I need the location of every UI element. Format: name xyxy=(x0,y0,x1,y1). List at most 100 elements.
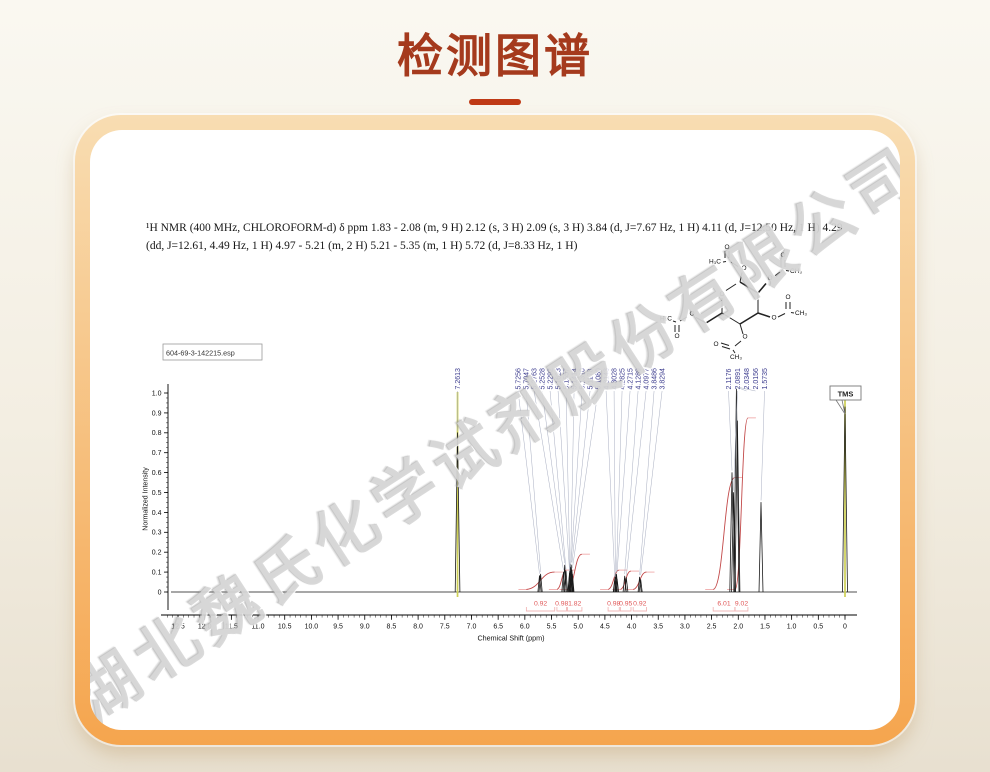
svg-text:0: 0 xyxy=(843,624,847,631)
svg-text:3.8486: 3.8486 xyxy=(651,368,658,390)
atom-label: O xyxy=(674,333,679,340)
atom-label: O xyxy=(724,244,729,251)
svg-text:2.1176: 2.1176 xyxy=(726,369,733,390)
svg-text:0.7: 0.7 xyxy=(152,450,162,457)
molecule-structure: O O O H₃C O O CH₃ O O CH₃ O O CH₃ O O H₃… xyxy=(660,244,807,361)
page-title: 检测图谱 xyxy=(397,30,593,82)
svg-text:0.4: 0.4 xyxy=(152,510,162,517)
atom-label: O xyxy=(713,341,718,348)
svg-text:12.5: 12.5 xyxy=(171,624,185,631)
esp-filename-box: 604-69-3-142215.esp xyxy=(162,343,263,361)
svg-text:0.92: 0.92 xyxy=(534,601,547,608)
svg-text:4.0: 4.0 xyxy=(627,624,637,631)
svg-text:7.0: 7.0 xyxy=(467,624,477,631)
svg-text:5.1557: 5.1557 xyxy=(563,368,570,390)
svg-text:1.0: 1.0 xyxy=(787,624,797,631)
svg-text:6.5: 6.5 xyxy=(493,624,503,631)
svg-text:2.0156: 2.0156 xyxy=(753,368,760,390)
svg-text:4.5: 4.5 xyxy=(600,624,610,631)
svg-text:2.5: 2.5 xyxy=(707,624,717,631)
svg-text:0.9: 0.9 xyxy=(152,410,162,417)
svg-text:1.5: 1.5 xyxy=(760,624,770,631)
svg-text:10.5: 10.5 xyxy=(278,624,292,631)
svg-text:5.1414: 5.1414 xyxy=(571,368,578,390)
svg-text:0.3: 0.3 xyxy=(152,530,162,537)
svg-text:0.95: 0.95 xyxy=(619,601,632,608)
svg-text:8.0: 8.0 xyxy=(413,624,423,631)
svg-text:4.2825: 4.2825 xyxy=(619,368,626,390)
atom-label: O xyxy=(741,265,746,272)
svg-text:1.5735: 1.5735 xyxy=(762,368,769,390)
atom-label: O xyxy=(767,275,772,282)
svg-text:4.3028: 4.3028 xyxy=(611,368,618,390)
svg-text:9.0: 9.0 xyxy=(360,624,370,631)
svg-text:3.8294: 3.8294 xyxy=(659,368,666,390)
page-header: 检测图谱 xyxy=(0,0,990,105)
svg-text:3.0: 3.0 xyxy=(680,624,690,631)
svg-text:0.92: 0.92 xyxy=(633,601,646,608)
svg-text:0.5: 0.5 xyxy=(813,624,823,631)
svg-text:5.1178: 5.1178 xyxy=(587,369,594,390)
reference-lines xyxy=(456,392,846,597)
spectrum-card: ¹H NMR (400 MHz, CHLOROFORM-d) δ ppm 1.8… xyxy=(75,115,915,745)
atom-label: O xyxy=(785,294,790,301)
svg-text:0.2: 0.2 xyxy=(152,550,162,557)
atom-label: O xyxy=(742,334,747,341)
integral-curves xyxy=(518,417,756,590)
svg-text:7.2613: 7.2613 xyxy=(455,368,462,390)
svg-text:4.0977: 4.0977 xyxy=(643,368,650,390)
svg-text:4.1289: 4.1289 xyxy=(635,368,642,390)
svg-text:9.5: 9.5 xyxy=(333,624,343,631)
atom-label: CH₃ xyxy=(790,268,802,275)
svg-text:12.0: 12.0 xyxy=(198,624,212,631)
atom-label: H₃C xyxy=(660,316,672,323)
svg-text:0.98: 0.98 xyxy=(555,601,568,608)
svg-text:5.2528: 5.2528 xyxy=(539,368,546,390)
svg-text:3.5: 3.5 xyxy=(653,624,663,631)
svg-text:6.0: 6.0 xyxy=(520,624,530,631)
svg-text:4.2715: 4.2715 xyxy=(627,368,634,390)
svg-text:0.6: 0.6 xyxy=(152,470,162,477)
svg-text:4.3143: 4.3143 xyxy=(603,368,610,390)
svg-text:7.5: 7.5 xyxy=(440,624,450,631)
svg-text:11.0: 11.0 xyxy=(251,624,264,631)
svg-text:8.5: 8.5 xyxy=(387,624,397,631)
atom-label: O xyxy=(689,311,694,318)
svg-text:5.1080: 5.1080 xyxy=(595,368,602,390)
molecule-atom-labels: O O O H₃C O O CH₃ O O CH₃ O O CH₃ O O H₃… xyxy=(660,244,807,361)
svg-text:0.1: 0.1 xyxy=(152,570,162,577)
integral-brackets: 0.92 0.98 1.82 0.980.95 0.92 6.01 9.02 xyxy=(525,601,749,612)
svg-text:0.98: 0.98 xyxy=(607,601,620,608)
atom-label: CH₃ xyxy=(730,354,742,361)
svg-text:2.0891: 2.0891 xyxy=(735,368,742,390)
atom-label: O xyxy=(771,315,776,322)
svg-text:TMS: TMS xyxy=(838,390,854,399)
atom-label: O xyxy=(719,291,724,298)
svg-text:5.0: 5.0 xyxy=(573,624,583,631)
title-divider xyxy=(469,99,521,105)
nmr-assignment-text: ¹H NMR (400 MHz, CHLOROFORM-d) δ ppm 1.8… xyxy=(146,222,843,252)
svg-text:5.2292: 5.2292 xyxy=(547,368,554,390)
svg-text:2.0: 2.0 xyxy=(733,624,743,631)
svg-text:5.1623: 5.1623 xyxy=(555,368,562,390)
y-axis: 1.0 0.9 0.8 0.7 0.6 0.5 0.4 0.3 0.2 0.1 0 Normalize… xyxy=(143,384,169,610)
atom-label: CH₃ xyxy=(795,310,807,317)
svg-text:11.5: 11.5 xyxy=(225,624,238,631)
svg-text:5.7256: 5.7256 xyxy=(515,368,522,390)
svg-text:6.01: 6.01 xyxy=(717,601,730,608)
svg-text:5.1310: 5.1310 xyxy=(579,368,586,390)
svg-text:1.82: 1.82 xyxy=(568,601,581,608)
svg-text:0: 0 xyxy=(158,589,162,596)
atom-label: O xyxy=(780,252,785,259)
svg-text:Normalized Intensity: Normalized Intensity xyxy=(143,467,150,531)
molecule-bonds xyxy=(672,251,795,354)
svg-text:1.0: 1.0 xyxy=(152,390,162,397)
svg-text:5.5: 5.5 xyxy=(547,624,557,631)
svg-text:Chemical Shift (ppm): Chemical Shift (ppm) xyxy=(477,634,544,643)
atom-label: H₃C xyxy=(709,259,721,266)
svg-text:9.02: 9.02 xyxy=(735,601,748,608)
tms-callout: TMS xyxy=(829,385,862,415)
svg-text:5.7047: 5.7047 xyxy=(523,368,530,390)
nmr-spectrum-chart: 604-69-3-142215.esp 1.0 0.9 0.8 0.7 0.6 0.5 0.4… xyxy=(135,336,885,656)
